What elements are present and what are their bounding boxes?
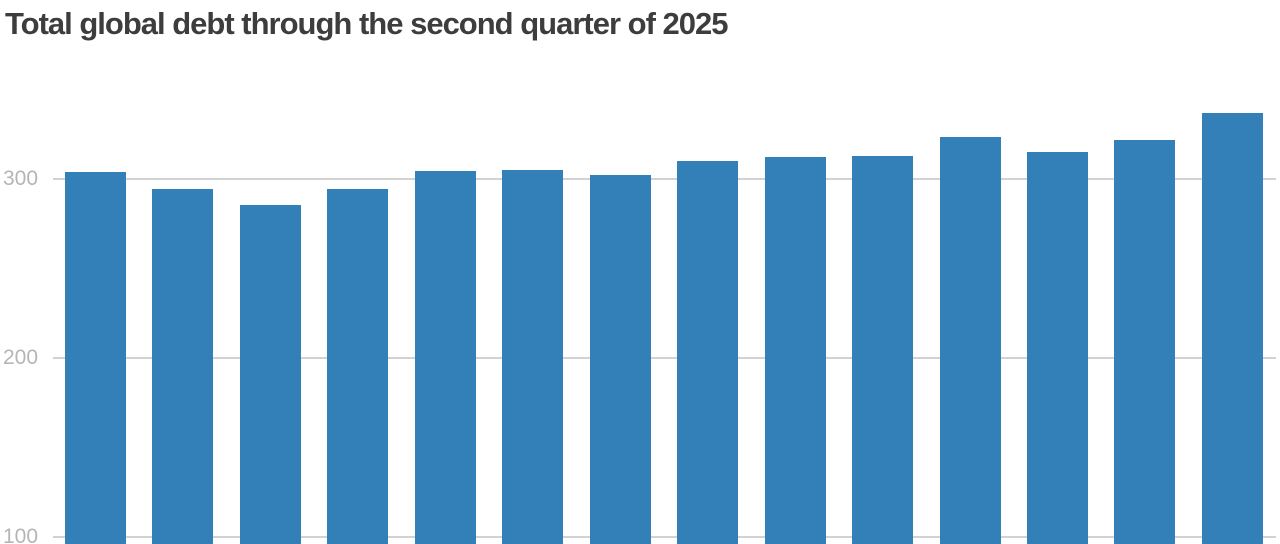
bar (939, 136, 1001, 544)
y-axis-tick-label: 100 (3, 524, 39, 544)
bar (1201, 112, 1263, 544)
bar (152, 188, 214, 544)
bar (764, 156, 826, 544)
bar (65, 171, 126, 544)
bar (589, 175, 651, 544)
bar (502, 170, 564, 544)
bar (852, 155, 914, 544)
bar (1026, 152, 1088, 544)
gridline (53, 178, 1276, 180)
bar (327, 188, 389, 544)
bar (414, 170, 476, 544)
chart-title: Total global debt through the second qua… (5, 6, 728, 41)
gridline (53, 535, 1276, 538)
bar (1114, 139, 1176, 544)
bar (239, 204, 301, 544)
y-axis-tick-label: 200 (3, 345, 39, 369)
y-axis-tick-label: 300 (3, 167, 39, 190)
gridline (53, 356, 1276, 359)
bar (677, 161, 739, 544)
